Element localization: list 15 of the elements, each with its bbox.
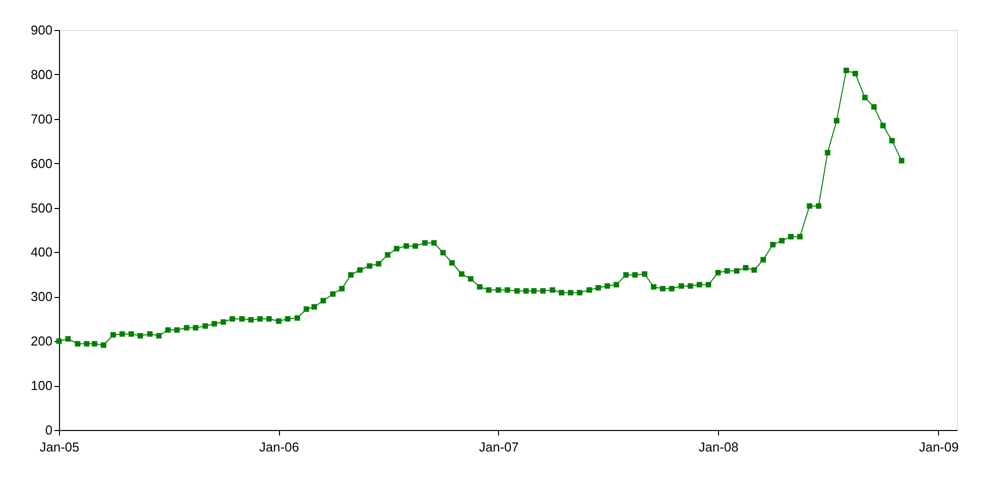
y-tick-label: 100: [30, 378, 52, 394]
y-tick-label: 0: [45, 422, 52, 438]
y-tick-label: 900: [30, 22, 52, 38]
x-tick-label: Jan-09: [918, 440, 959, 454]
y-tick-label: 400: [30, 244, 52, 260]
y-tick-label: 500: [30, 200, 52, 216]
y-tick-label: 300: [30, 289, 52, 304]
x-tick-label: Jan-07: [478, 440, 519, 454]
y-tick-label: 700: [30, 111, 52, 126]
x-tick-label: Jan-05: [40, 440, 80, 454]
x-tick-label: Jan-08: [698, 440, 738, 454]
y-tick-label: 200: [30, 334, 52, 349]
y-tick-label: 600: [30, 156, 52, 171]
x-tick-label: Jan-06: [259, 440, 300, 454]
y-tick-label: 800: [30, 66, 52, 82]
